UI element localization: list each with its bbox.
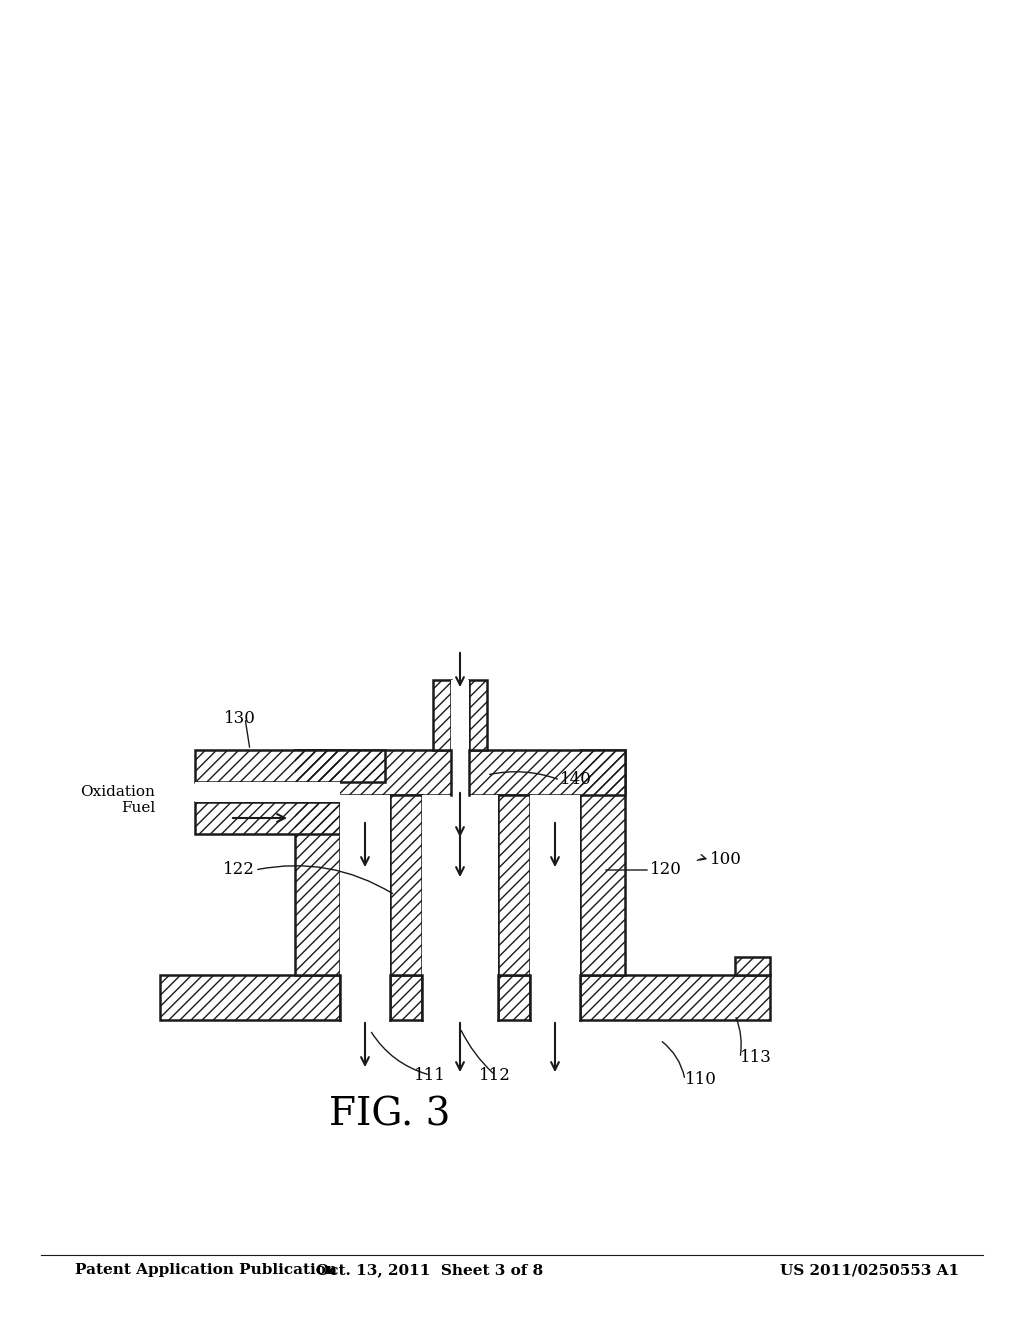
Bar (580, 975, 770, 1020)
Bar (295, 750, 625, 795)
Text: 112: 112 (479, 1067, 511, 1084)
Bar (195, 803, 340, 834)
Bar (195, 803, 340, 834)
Bar (735, 957, 770, 975)
Bar (340, 795, 390, 975)
Bar (498, 795, 530, 975)
Bar (451, 750, 469, 795)
Bar (295, 781, 340, 803)
Bar (469, 680, 487, 750)
Text: FIG. 3: FIG. 3 (330, 1097, 451, 1134)
Bar (295, 750, 340, 975)
Text: 111: 111 (414, 1067, 445, 1084)
Bar (433, 680, 451, 750)
Bar (469, 680, 487, 750)
Text: 110: 110 (685, 1072, 717, 1089)
Text: Oxidation
Fuel: Oxidation Fuel (80, 785, 155, 814)
Bar (530, 975, 580, 1020)
Text: 113: 113 (740, 1049, 772, 1067)
Bar (433, 680, 451, 750)
Bar (580, 750, 625, 975)
Bar (422, 795, 498, 975)
Bar (530, 795, 580, 975)
Bar (390, 795, 422, 975)
Bar (160, 975, 340, 1020)
Bar (340, 975, 390, 1020)
Text: 122: 122 (223, 862, 255, 879)
Bar (498, 975, 530, 1020)
Text: Oct. 13, 2011  Sheet 3 of 8: Oct. 13, 2011 Sheet 3 of 8 (316, 1263, 544, 1276)
Bar (735, 957, 770, 975)
Text: 100: 100 (710, 851, 741, 869)
Text: US 2011/0250553 A1: US 2011/0250553 A1 (780, 1263, 959, 1276)
Bar (195, 781, 340, 803)
Bar (580, 750, 625, 975)
Bar (580, 975, 770, 1020)
Text: Patent Application Publication: Patent Application Publication (75, 1263, 337, 1276)
Bar (390, 975, 422, 1020)
Bar (451, 680, 469, 750)
Bar (498, 975, 530, 1020)
Bar (422, 975, 498, 1020)
Bar (390, 975, 422, 1020)
Bar (295, 750, 340, 975)
Bar (295, 750, 625, 795)
Bar (195, 750, 385, 781)
Bar (160, 975, 340, 1020)
Bar (195, 750, 385, 781)
Text: 130: 130 (224, 710, 256, 727)
Text: 120: 120 (650, 862, 682, 879)
Bar (498, 795, 530, 975)
Text: 140: 140 (560, 771, 592, 788)
Bar (390, 795, 422, 975)
